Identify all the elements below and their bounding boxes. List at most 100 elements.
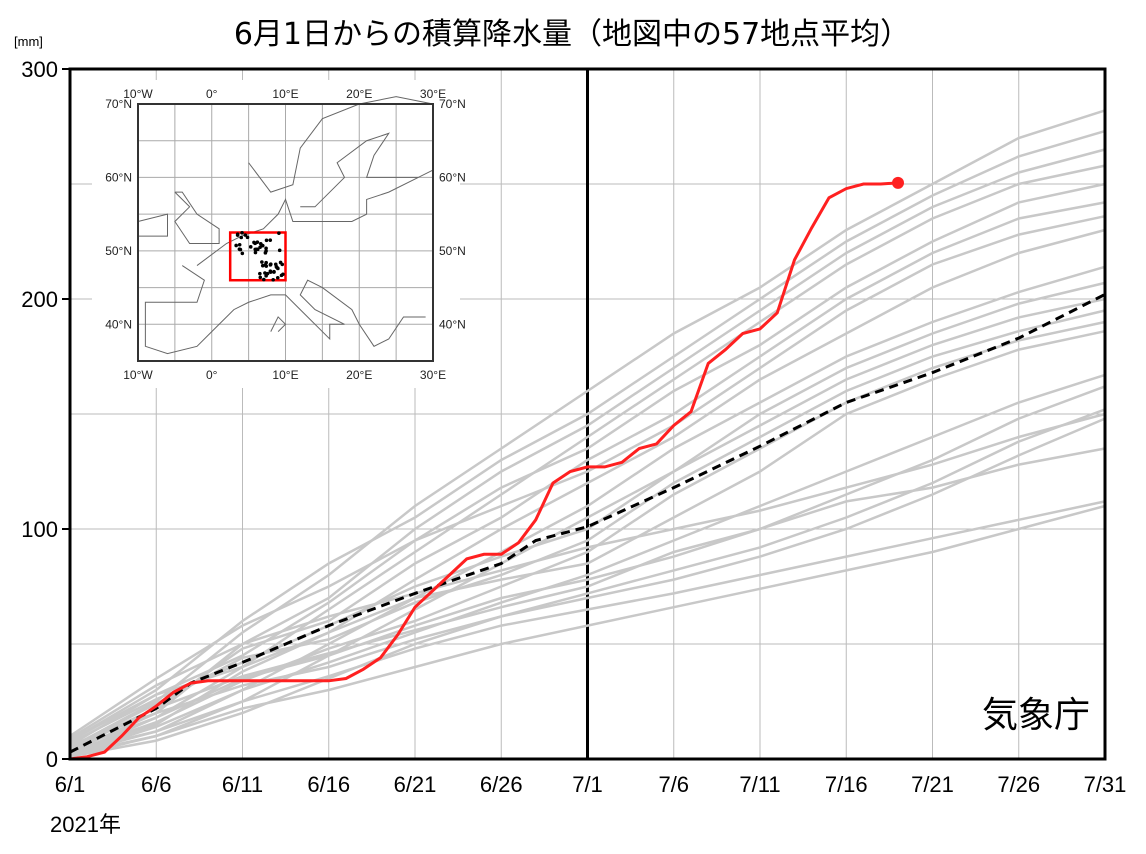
x-tick-label: 7/16 bbox=[825, 772, 868, 797]
latest-value-marker bbox=[892, 176, 904, 189]
station-dot bbox=[273, 262, 278, 267]
map-lon-label-bottom: 30°E bbox=[420, 368, 446, 382]
map-lat-label-left: 70°N bbox=[105, 97, 132, 111]
map-lon-label-bottom: 0° bbox=[206, 368, 218, 382]
station-dot bbox=[237, 242, 242, 247]
x-tick-label: 7/6 bbox=[658, 772, 689, 797]
map-lat-label-right: 70°N bbox=[439, 97, 466, 111]
station-dot bbox=[252, 240, 256, 245]
station-line bbox=[69, 182, 1106, 747]
station-dot bbox=[263, 271, 267, 275]
x-tick-label: 7/1 bbox=[572, 772, 603, 797]
coastline bbox=[270, 316, 287, 332]
mean-line bbox=[69, 293, 1106, 754]
station-dot bbox=[240, 231, 244, 235]
station-line bbox=[69, 373, 1106, 756]
coastline bbox=[174, 191, 220, 245]
station-line bbox=[69, 447, 1106, 749]
coastline bbox=[300, 132, 434, 208]
station-dot bbox=[245, 235, 250, 240]
station-line bbox=[69, 214, 1106, 738]
map-lat-label-left: 40°N bbox=[105, 317, 132, 331]
station-dot bbox=[260, 260, 264, 264]
station-dot bbox=[271, 277, 275, 282]
map-lat-label-left: 60°N bbox=[105, 170, 132, 184]
station-dot bbox=[275, 276, 280, 280]
x-tick-label: 7/11 bbox=[739, 772, 780, 797]
station-dot bbox=[240, 251, 245, 256]
map-lat-label-left: 50°N bbox=[105, 244, 132, 258]
station-dot bbox=[268, 238, 273, 242]
y-tick-label: 300 bbox=[21, 57, 58, 82]
station-line bbox=[69, 500, 1106, 754]
station-dot bbox=[277, 231, 281, 235]
inset-background bbox=[92, 80, 460, 388]
x-axis-year-label: 2021年 bbox=[50, 812, 121, 837]
x-tick-label: 7/31 bbox=[1084, 772, 1127, 797]
station-dot bbox=[268, 262, 273, 267]
station-line bbox=[69, 504, 1106, 756]
station-dot bbox=[279, 273, 284, 278]
mean-series-line bbox=[69, 293, 1106, 754]
y-tick-label: 200 bbox=[21, 287, 58, 312]
inset-map: 10°W10°W0°0°10°E10°E20°E20°E30°E30°E70°N… bbox=[92, 80, 466, 388]
axis-ticks: 0 100 200 300 6/1 6/6 6/11 6/16 6/21 6/26 7/1 7/6 7/… bbox=[21, 57, 1126, 797]
chart-title: 6月1日からの積算降水量（地図中の57地点平均） bbox=[234, 17, 910, 52]
station-dot bbox=[239, 235, 244, 240]
station-line bbox=[69, 129, 1106, 742]
map-frame bbox=[137, 103, 434, 362]
map-lon-label-top: 10°W bbox=[123, 87, 153, 101]
x-tick-label: 6/26 bbox=[480, 772, 523, 797]
x-tick-label: 6/16 bbox=[307, 772, 350, 797]
station-line bbox=[69, 412, 1106, 740]
station-dot bbox=[275, 265, 279, 270]
map-lon-label-bottom: 10°E bbox=[272, 368, 298, 382]
station-dot bbox=[258, 245, 262, 250]
map-lon-label-top: 30°E bbox=[420, 87, 446, 101]
map-lon-label-top: 10°E bbox=[272, 87, 298, 101]
map-lon-label-top: 0° bbox=[206, 87, 218, 101]
station-line bbox=[69, 329, 1106, 742]
x-tick-label: 6/6 bbox=[141, 772, 172, 797]
station-dot bbox=[263, 263, 268, 267]
station-dot bbox=[258, 275, 263, 280]
station-line bbox=[69, 408, 1106, 758]
station-dot bbox=[254, 247, 259, 252]
map-lat-label-right: 60°N bbox=[439, 170, 466, 184]
station-dot bbox=[258, 271, 262, 276]
station-dot bbox=[253, 250, 258, 255]
station-dot bbox=[235, 232, 240, 236]
map-lon-label-top: 20°E bbox=[346, 87, 372, 101]
plot-frame bbox=[68, 67, 1107, 761]
highlight-line bbox=[69, 176, 904, 761]
coastline bbox=[144, 265, 426, 355]
x-tick-label: 7/26 bbox=[997, 772, 1040, 797]
y-axis-unit: [mm] bbox=[14, 34, 43, 49]
station-dot bbox=[261, 277, 266, 282]
map-lat-label-right: 50°N bbox=[439, 244, 466, 258]
y-tick-label: 100 bbox=[21, 517, 58, 542]
station-region-box bbox=[228, 231, 287, 282]
station-line bbox=[69, 385, 1106, 751]
station-line bbox=[69, 109, 1106, 749]
station-dot bbox=[280, 262, 285, 267]
station-dot bbox=[264, 249, 268, 253]
jma-watermark: 気象庁 bbox=[982, 695, 1090, 736]
station-dot bbox=[260, 243, 265, 248]
x-tick-label: 6/11 bbox=[222, 772, 263, 797]
station-dot bbox=[272, 269, 276, 274]
station-dot bbox=[264, 246, 268, 251]
map-lon-label-bottom: 20°E bbox=[346, 368, 372, 382]
station-dot bbox=[243, 233, 248, 237]
map-lat-label-right: 40°N bbox=[439, 317, 466, 331]
station-line bbox=[69, 201, 1106, 751]
x-tick-label: 7/21 bbox=[911, 772, 954, 797]
station-dot bbox=[238, 247, 243, 252]
station-dot bbox=[248, 245, 253, 249]
y-tick-label: 0 bbox=[46, 747, 58, 772]
x-tick-label: 6/1 bbox=[55, 772, 86, 797]
highlight-series-line bbox=[69, 181, 899, 761]
station-dot bbox=[234, 243, 238, 248]
station-line bbox=[69, 417, 1106, 747]
